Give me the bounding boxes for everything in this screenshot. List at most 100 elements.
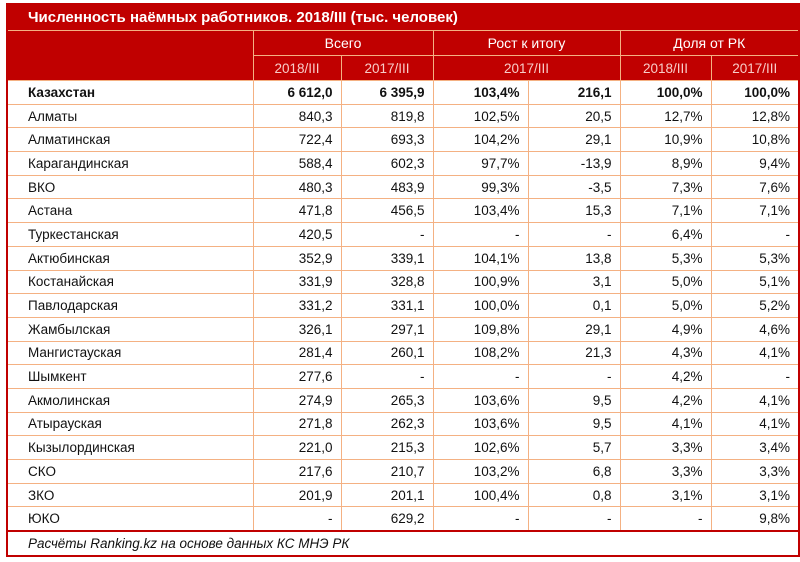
region-name: Алматы (7, 103, 254, 129)
cell-value: 12,8% (710, 103, 800, 129)
cell-value: 588,4 (252, 151, 342, 176)
table-row: Атырауская 271,8 262,3 103,6% 9,5 4,1% 4,1% (7, 411, 800, 437)
cell-value: 4,1% (619, 411, 712, 437)
region-name: Атырауская (7, 411, 254, 437)
cell-value: 277,6 (252, 364, 342, 389)
cell-value: 29,1 (527, 316, 621, 342)
cell-value: 5,1% (710, 269, 800, 295)
cell-value: 3,4% (710, 435, 800, 460)
cell-value: 5,0% (619, 293, 712, 318)
cell-value: 3,1 (527, 269, 621, 295)
cell-value: 4,3% (619, 340, 712, 366)
cell-value: 97,7% (432, 151, 529, 176)
cell-value: 4,2% (619, 387, 712, 413)
cell-value: 456,5 (340, 198, 434, 224)
table-row: Шымкент 277,6- - -4,2% - (7, 364, 800, 389)
cell-value: - (710, 222, 800, 247)
subheader-share-2017: 2017/III (710, 55, 800, 81)
cell-value: 339,1 (340, 245, 434, 271)
cell-value: 20,5 (527, 103, 621, 129)
cell-value: 629,2 (340, 506, 434, 532)
cell-value: - (527, 364, 621, 389)
cell-value: 7,6% (710, 174, 800, 200)
cell-value: 260,1 (340, 340, 434, 366)
cell-value: 0,1 (527, 293, 621, 318)
table-row: Алматинская 722,4 693,3 104,2% 29,1 10,9% 10,8… (7, 127, 800, 153)
cell-value: 103,6% (432, 411, 529, 437)
cell-value: 104,2% (432, 127, 529, 153)
region-name: Кызылординская (7, 435, 254, 460)
cell-value: 100,0% (619, 80, 712, 105)
region-name: Казахстан (7, 80, 254, 105)
cell-value: 331,1 (340, 293, 434, 318)
cell-value: 29,1 (527, 127, 621, 153)
region-name: Костанайская (7, 269, 254, 295)
cell-value: 109,8% (432, 316, 529, 342)
cell-value: 7,1% (710, 198, 800, 224)
period-subheader-row: 2018/III 2017/III 2017/III 2018/III 2017… (7, 55, 800, 81)
cell-value: 722,4 (252, 127, 342, 153)
region-column-header (7, 30, 254, 81)
cell-value: 819,8 (340, 103, 434, 129)
cell-value: - (527, 222, 621, 247)
subheader-total-2018: 2018/III (252, 55, 342, 81)
cell-value: 108,2% (432, 340, 529, 366)
cell-value: 7,3% (619, 174, 712, 200)
cell-value: 3,3% (619, 435, 712, 460)
group-header-total: Всего (252, 30, 434, 56)
cell-value: 100,9% (432, 269, 529, 295)
region-name: Карагандинская (7, 151, 254, 176)
cell-value: -3,5 (527, 174, 621, 200)
table-row: Туркестанская 420,5- - -6,4% - (7, 222, 800, 247)
cell-value: 221,0 (252, 435, 342, 460)
cell-value: 201,1 (340, 482, 434, 508)
cell-value: 271,8 (252, 411, 342, 437)
region-name: Алматинская (7, 127, 254, 153)
cell-value: 4,1% (710, 387, 800, 413)
source-note: Расчёты Ranking.kz на основе данных КС М… (7, 529, 800, 556)
cell-value: - (340, 364, 434, 389)
cell-value: 331,2 (252, 293, 342, 318)
cell-value: 215,3 (340, 435, 434, 460)
cell-value: 102,5% (432, 103, 529, 129)
table-row: Мангистауская 281,4 260,1 108,2% 21,3 4,3% 4,1… (7, 340, 800, 366)
region-name: Туркестанская (7, 222, 254, 247)
region-name: Павлодарская (7, 293, 254, 318)
cell-value: 216,1 (527, 80, 621, 105)
cell-value: 102,6% (432, 435, 529, 460)
cell-value: 4,9% (619, 316, 712, 342)
cell-value: 281,4 (252, 340, 342, 366)
cell-value: 352,9 (252, 245, 342, 271)
region-name: ЮКО (7, 506, 254, 532)
cell-value: 5,3% (619, 245, 712, 271)
table-row: Актюбинская 352,9 339,1 104,1% 13,8 5,3% 5,3% (7, 245, 800, 271)
table-row: Акмолинская 274,9 265,3 103,6% 9,5 4,2% 4,1% (7, 387, 800, 413)
cell-value: - (432, 506, 529, 532)
cell-value: 104,1% (432, 245, 529, 271)
table-row-country-total: Казахстан 6 612,0 6 395,9 103,4% 216,1 100,0%… (7, 80, 800, 105)
cell-value: 6,4% (619, 222, 712, 247)
group-header-growth: Рост к итогу (432, 30, 621, 56)
title-row: Численность наёмных работников. 2018/III… (7, 4, 800, 31)
cell-value: 210,7 (340, 459, 434, 484)
cell-value: 840,3 (252, 103, 342, 129)
cell-value: 5,0% (619, 269, 712, 295)
cell-value: - (527, 506, 621, 532)
region-name: СКО (7, 459, 254, 484)
table-body: Казахстан 6 612,0 6 395,9 103,4% 216,1 100,0%… (7, 80, 800, 532)
cell-value: 297,1 (340, 316, 434, 342)
cell-value: 103,4% (432, 198, 529, 224)
cell-value: -13,9 (527, 151, 621, 176)
region-name: ВКО (7, 174, 254, 200)
cell-value: 262,3 (340, 411, 434, 437)
cell-value: 4,2% (619, 364, 712, 389)
cell-value: 4,1% (710, 411, 800, 437)
cell-value: 99,3% (432, 174, 529, 200)
employees-table: Численность наёмных работников. 2018/III… (6, 3, 800, 557)
cell-value: 331,9 (252, 269, 342, 295)
table-row: ЗКО 201,9 201,1 100,4% 0,8 3,1% 3,1% (7, 482, 800, 508)
cell-value: 274,9 (252, 387, 342, 413)
cell-value: 201,9 (252, 482, 342, 508)
region-name: Шымкент (7, 364, 254, 389)
